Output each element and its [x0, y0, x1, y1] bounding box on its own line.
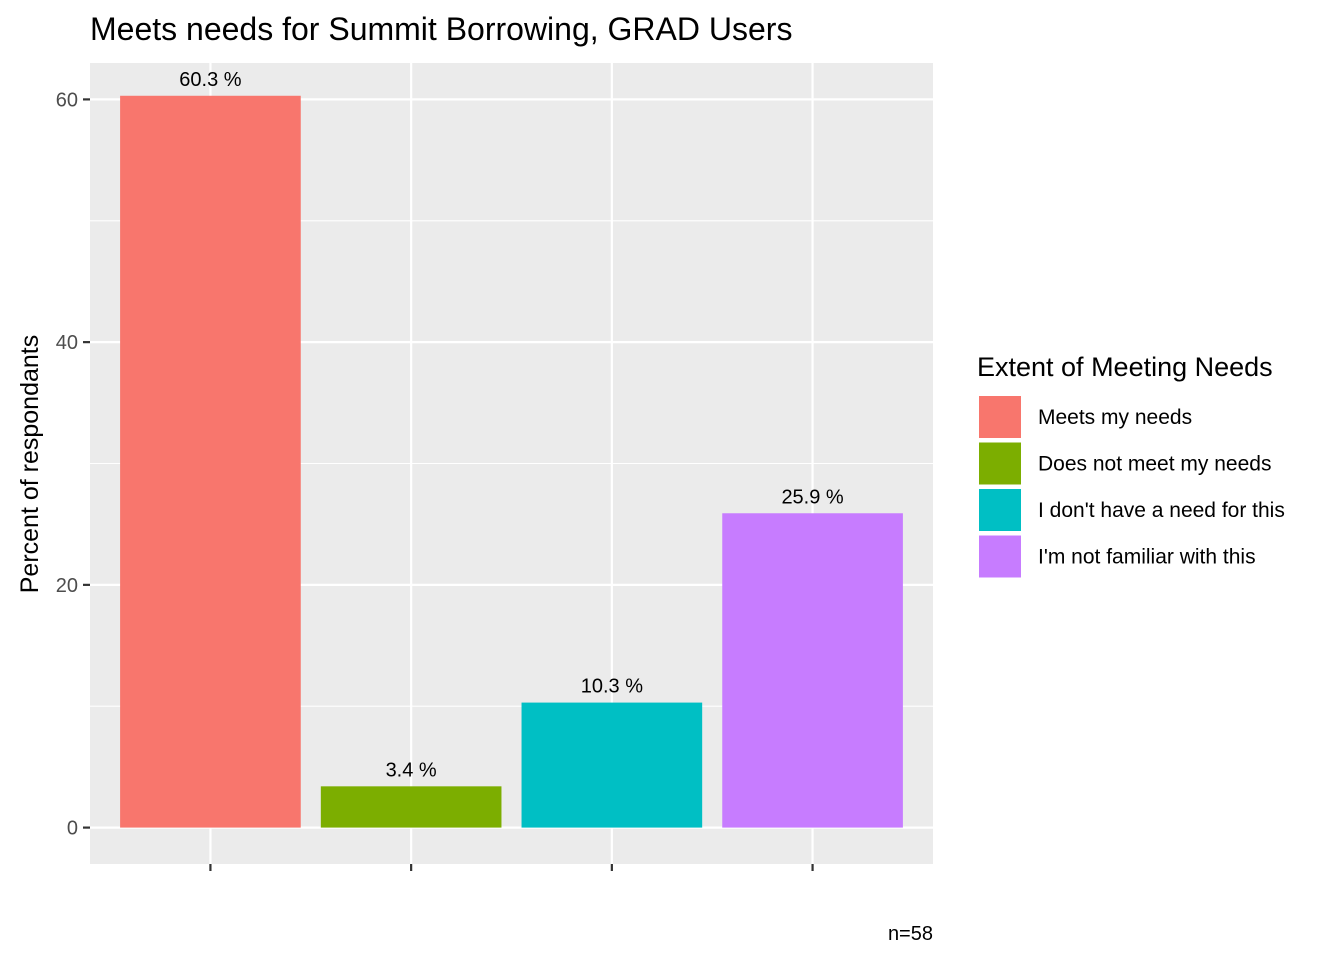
legend-key [977, 487, 1023, 533]
y-axis-title: Percent of respondants [16, 335, 44, 594]
legend: Extent of Meeting Needs Meets my needs Do… [977, 352, 1285, 580]
bar-value-label: 10.3 % [581, 676, 643, 698]
legend-label: Does not meet my needs [1038, 453, 1271, 476]
legend-label: I don't have a need for this [1038, 499, 1285, 522]
bar [722, 513, 903, 828]
legend-title: Extent of Meeting Needs [977, 352, 1273, 382]
legend-label: Meets my needs [1038, 406, 1192, 429]
bar-value-labels: 60.3 % 3.4 % 10.3 % 25.9 % [179, 69, 844, 782]
bar-value-label: 3.4 % [386, 759, 437, 781]
bar [521, 702, 703, 828]
bar [320, 786, 502, 828]
bar-value-label: 60.3 % [179, 69, 241, 91]
chart-title: Meets needs for Summit Borrowing, GRAD U… [90, 11, 792, 47]
bars [120, 95, 903, 828]
legend-key [977, 533, 1023, 580]
caption: n=58 [888, 923, 933, 945]
y-tick-label: 20 [56, 575, 78, 597]
legend-label: I'm not familiar with this [1038, 546, 1256, 569]
bar [120, 95, 301, 828]
legend-items: Meets my needs Does not meet my needs I do… [977, 394, 1285, 580]
y-tick-label: 0 [67, 818, 78, 840]
legend-key [977, 440, 1023, 487]
x-axis [209, 864, 814, 871]
bar-value-label: 25.9 % [781, 486, 843, 508]
legend-key [977, 394, 1023, 440]
y-tick-label: 40 [56, 332, 78, 354]
y-axis: 0 20 40 60 [56, 89, 90, 840]
y-tick-label: 60 [56, 89, 78, 111]
